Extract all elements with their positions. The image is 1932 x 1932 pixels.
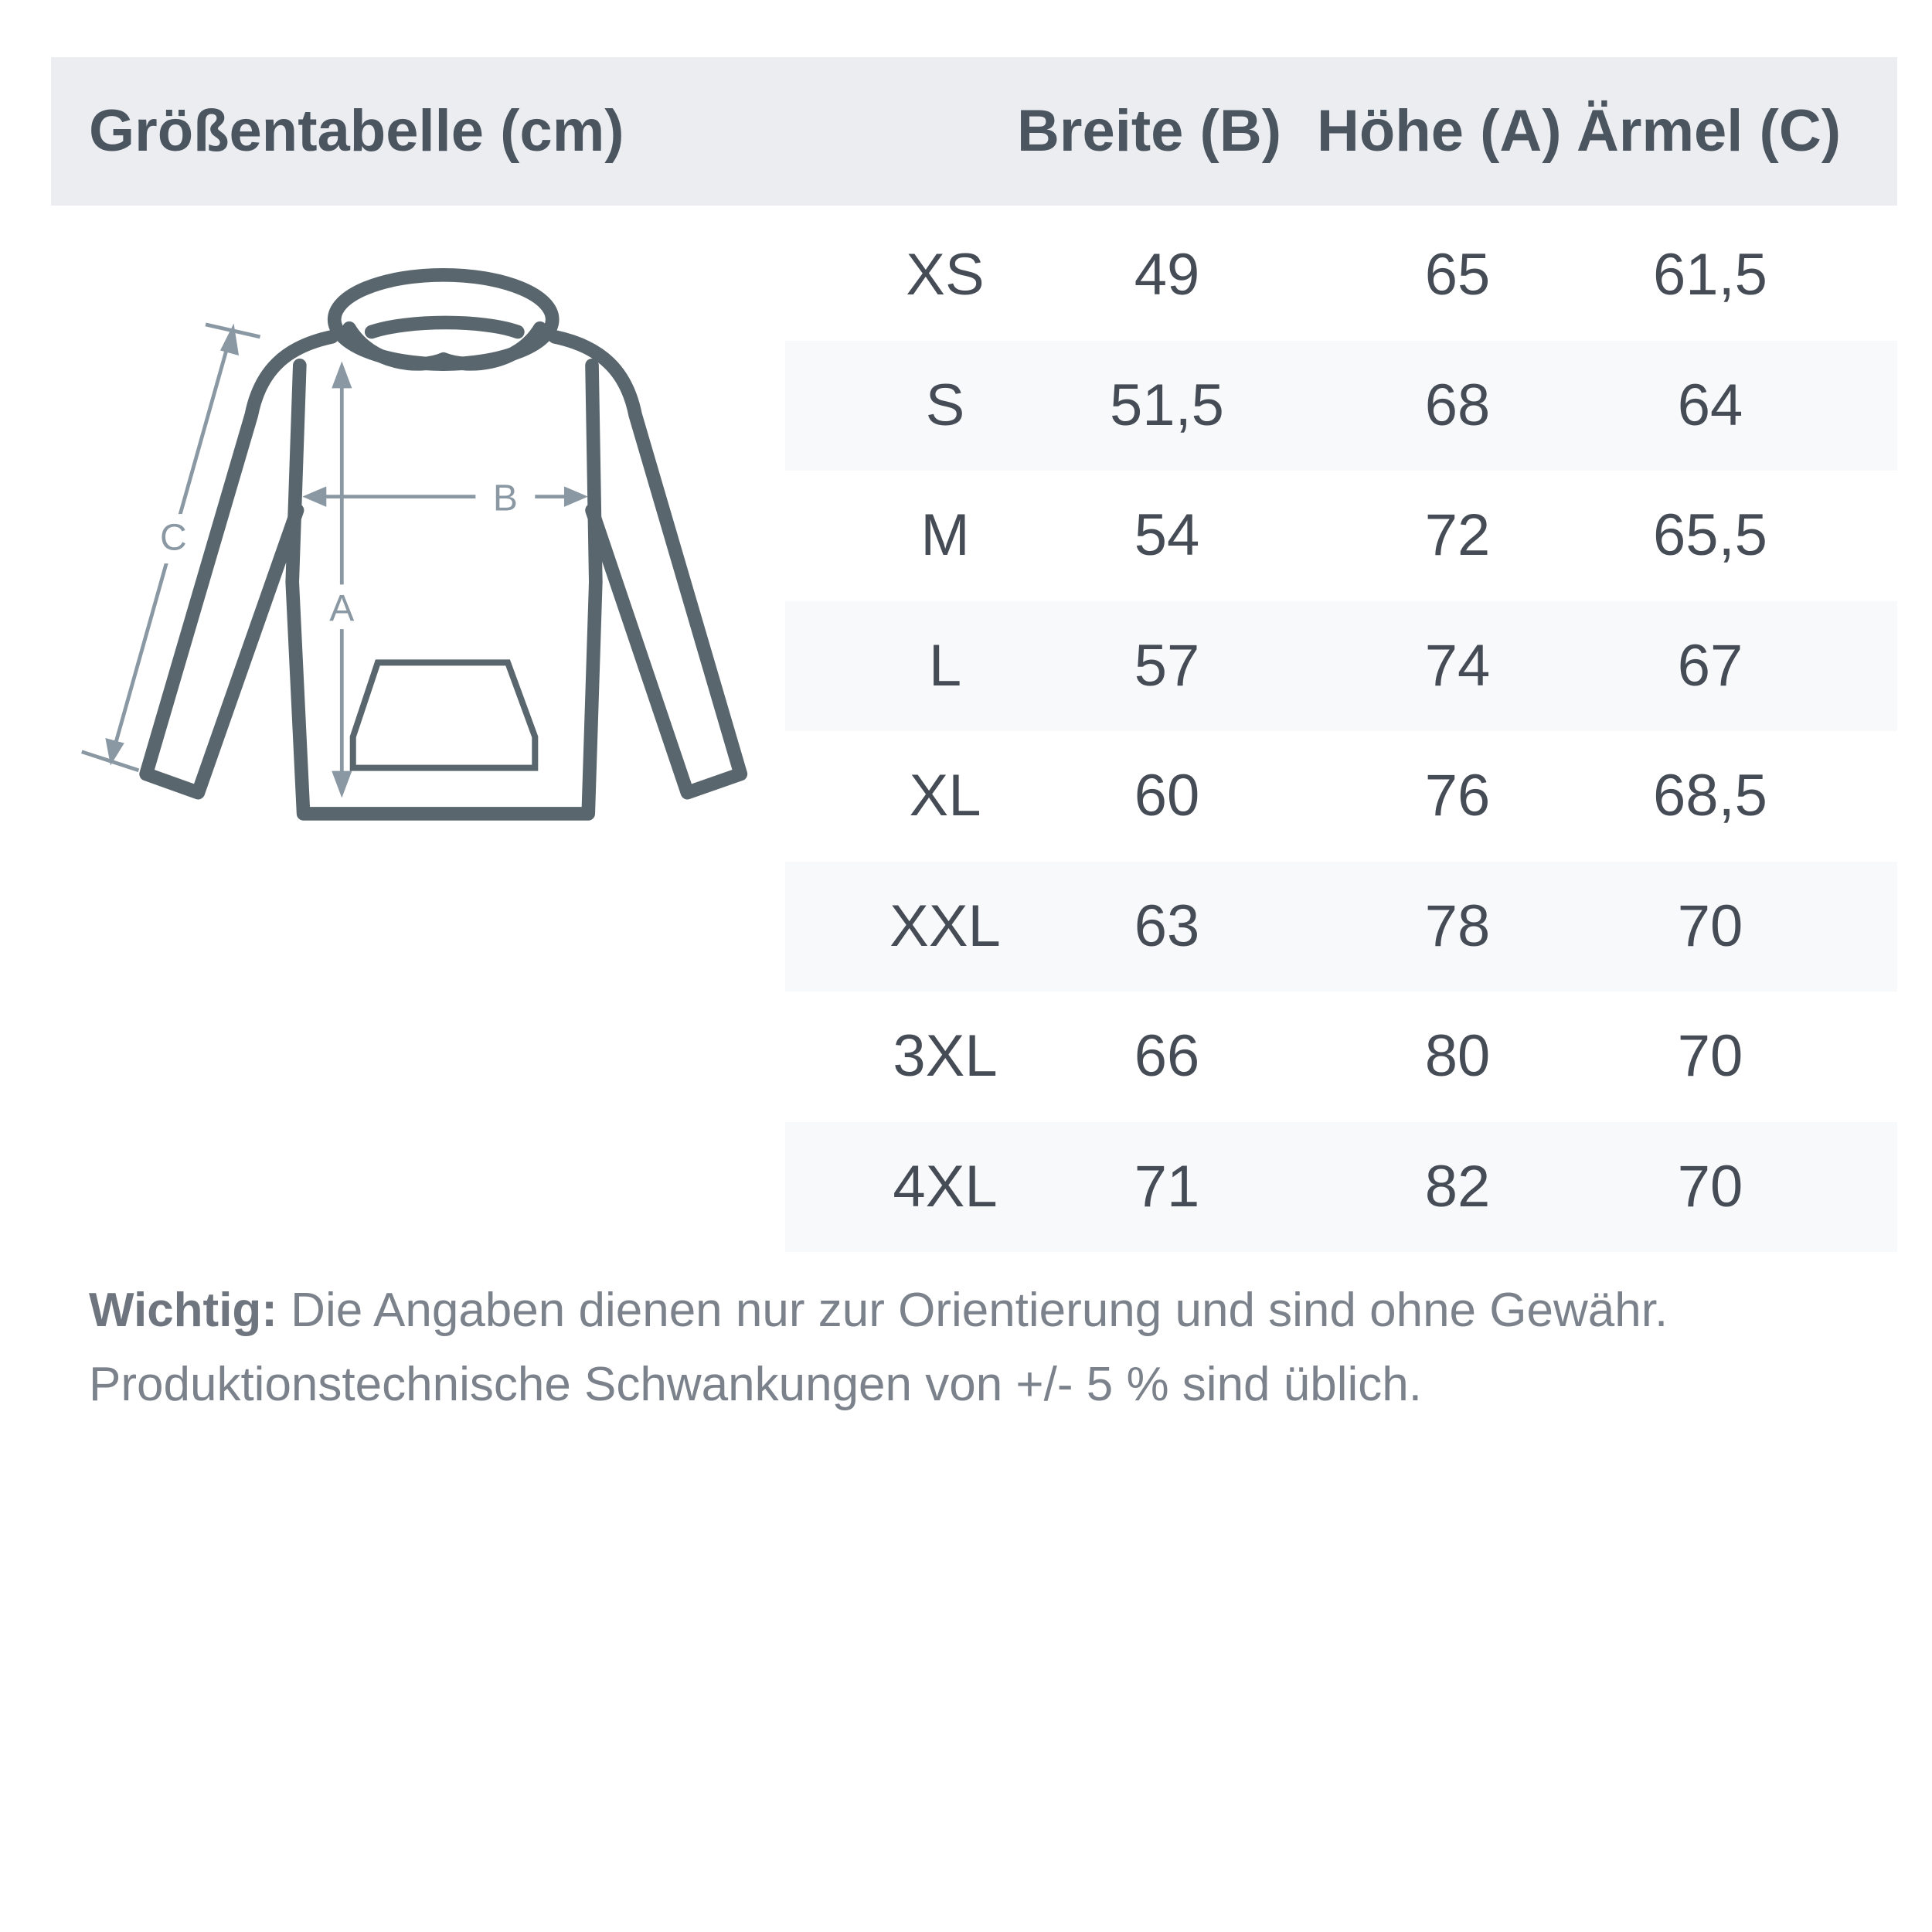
hoodie-hood-inner bbox=[342, 321, 547, 371]
table-row: XXL 63 78 70 bbox=[785, 861, 1897, 992]
cell-aermel: 68,5 bbox=[1653, 763, 1767, 828]
table-row: S 51,5 68 64 bbox=[785, 340, 1897, 471]
cell-size: XL bbox=[909, 763, 981, 828]
arrow-head-c-bottom bbox=[105, 738, 124, 766]
cell-aermel: 65,5 bbox=[1653, 502, 1767, 568]
note-line-1: Wichtig: Die Angaben dienen nur zur Orie… bbox=[89, 1283, 1668, 1338]
cell-hoehe: 72 bbox=[1424, 502, 1491, 568]
cell-breite: 66 bbox=[1134, 1023, 1200, 1089]
table-row: XS 49 65 61,5 bbox=[785, 210, 1897, 340]
cell-hoehe: 65 bbox=[1424, 242, 1491, 308]
table-title: Größentabelle (cm) bbox=[89, 98, 624, 164]
arrow-head-b-left bbox=[302, 486, 327, 507]
cell-hoehe: 76 bbox=[1424, 763, 1491, 828]
cell-size: S bbox=[925, 372, 965, 438]
cell-hoehe: 68 bbox=[1424, 372, 1491, 438]
cell-size: M bbox=[920, 502, 970, 568]
cell-aermel: 70 bbox=[1677, 1023, 1743, 1089]
hoodie-body bbox=[285, 358, 603, 821]
table-row: L 57 74 67 bbox=[785, 600, 1897, 731]
cell-breite: 51,5 bbox=[1110, 372, 1224, 438]
cell-size: 4XL bbox=[893, 1153, 998, 1219]
cell-breite: 63 bbox=[1134, 893, 1200, 959]
cell-size: XXL bbox=[889, 893, 1001, 959]
table-row: M 54 72 65,5 bbox=[785, 471, 1897, 600]
cell-hoehe: 82 bbox=[1424, 1153, 1491, 1219]
cell-breite: 54 bbox=[1134, 502, 1200, 568]
hoodie-right-sleeve bbox=[548, 330, 748, 800]
cell-breite: 57 bbox=[1134, 632, 1200, 699]
cell-size: 3XL bbox=[893, 1023, 998, 1089]
column-header-aermel: Ärmel (C) bbox=[1577, 98, 1842, 164]
cell-hoehe: 74 bbox=[1424, 632, 1491, 699]
cell-size: L bbox=[928, 632, 962, 699]
dimension-label-a: A bbox=[329, 587, 354, 629]
note-label: Wichtig: bbox=[89, 1284, 277, 1337]
cell-breite: 60 bbox=[1134, 763, 1200, 828]
note-line-2: Produktionstechnische Schwankungen von +… bbox=[89, 1358, 1422, 1411]
table-row: 3XL 66 80 70 bbox=[785, 992, 1897, 1121]
dimension-c-tick-bottom bbox=[81, 750, 140, 773]
hoodie-pocket bbox=[349, 659, 539, 771]
cell-size: XS bbox=[906, 242, 985, 308]
cell-aermel: 70 bbox=[1677, 1153, 1743, 1219]
dimension-label-b: B bbox=[493, 477, 518, 519]
cell-aermel: 70 bbox=[1677, 893, 1743, 959]
arrow-head-a-bottom bbox=[332, 770, 352, 798]
cell-aermel: 61,5 bbox=[1653, 242, 1767, 308]
cell-breite: 71 bbox=[1134, 1153, 1200, 1219]
note-text-1: Die Angaben dienen nur zur Orientierung … bbox=[277, 1284, 1668, 1337]
hoodie-hood-opening bbox=[364, 315, 525, 339]
arrow-head-a-top bbox=[332, 361, 352, 389]
table-row: XL 60 76 68,5 bbox=[785, 731, 1897, 861]
cell-aermel: 67 bbox=[1677, 632, 1743, 699]
column-header-breite: Breite (B) bbox=[1017, 98, 1282, 164]
table-row: 4XL 71 82 70 bbox=[785, 1121, 1897, 1252]
cell-breite: 49 bbox=[1134, 242, 1200, 308]
dimension-c-tick-top bbox=[205, 322, 261, 339]
table-header: Größentabelle (cm) Breite (B) Höhe (A) Ä… bbox=[51, 57, 1897, 206]
column-header-hoehe: Höhe (A) bbox=[1317, 98, 1562, 164]
arrow-head-b-right bbox=[563, 486, 588, 507]
cell-hoehe: 78 bbox=[1424, 893, 1491, 959]
hoodie-left-sleeve bbox=[139, 330, 339, 800]
cell-aermel: 64 bbox=[1677, 372, 1743, 438]
cell-hoehe: 80 bbox=[1424, 1023, 1491, 1089]
dimension-label-c: C bbox=[160, 517, 187, 559]
arrow-head-c-top bbox=[220, 323, 240, 356]
